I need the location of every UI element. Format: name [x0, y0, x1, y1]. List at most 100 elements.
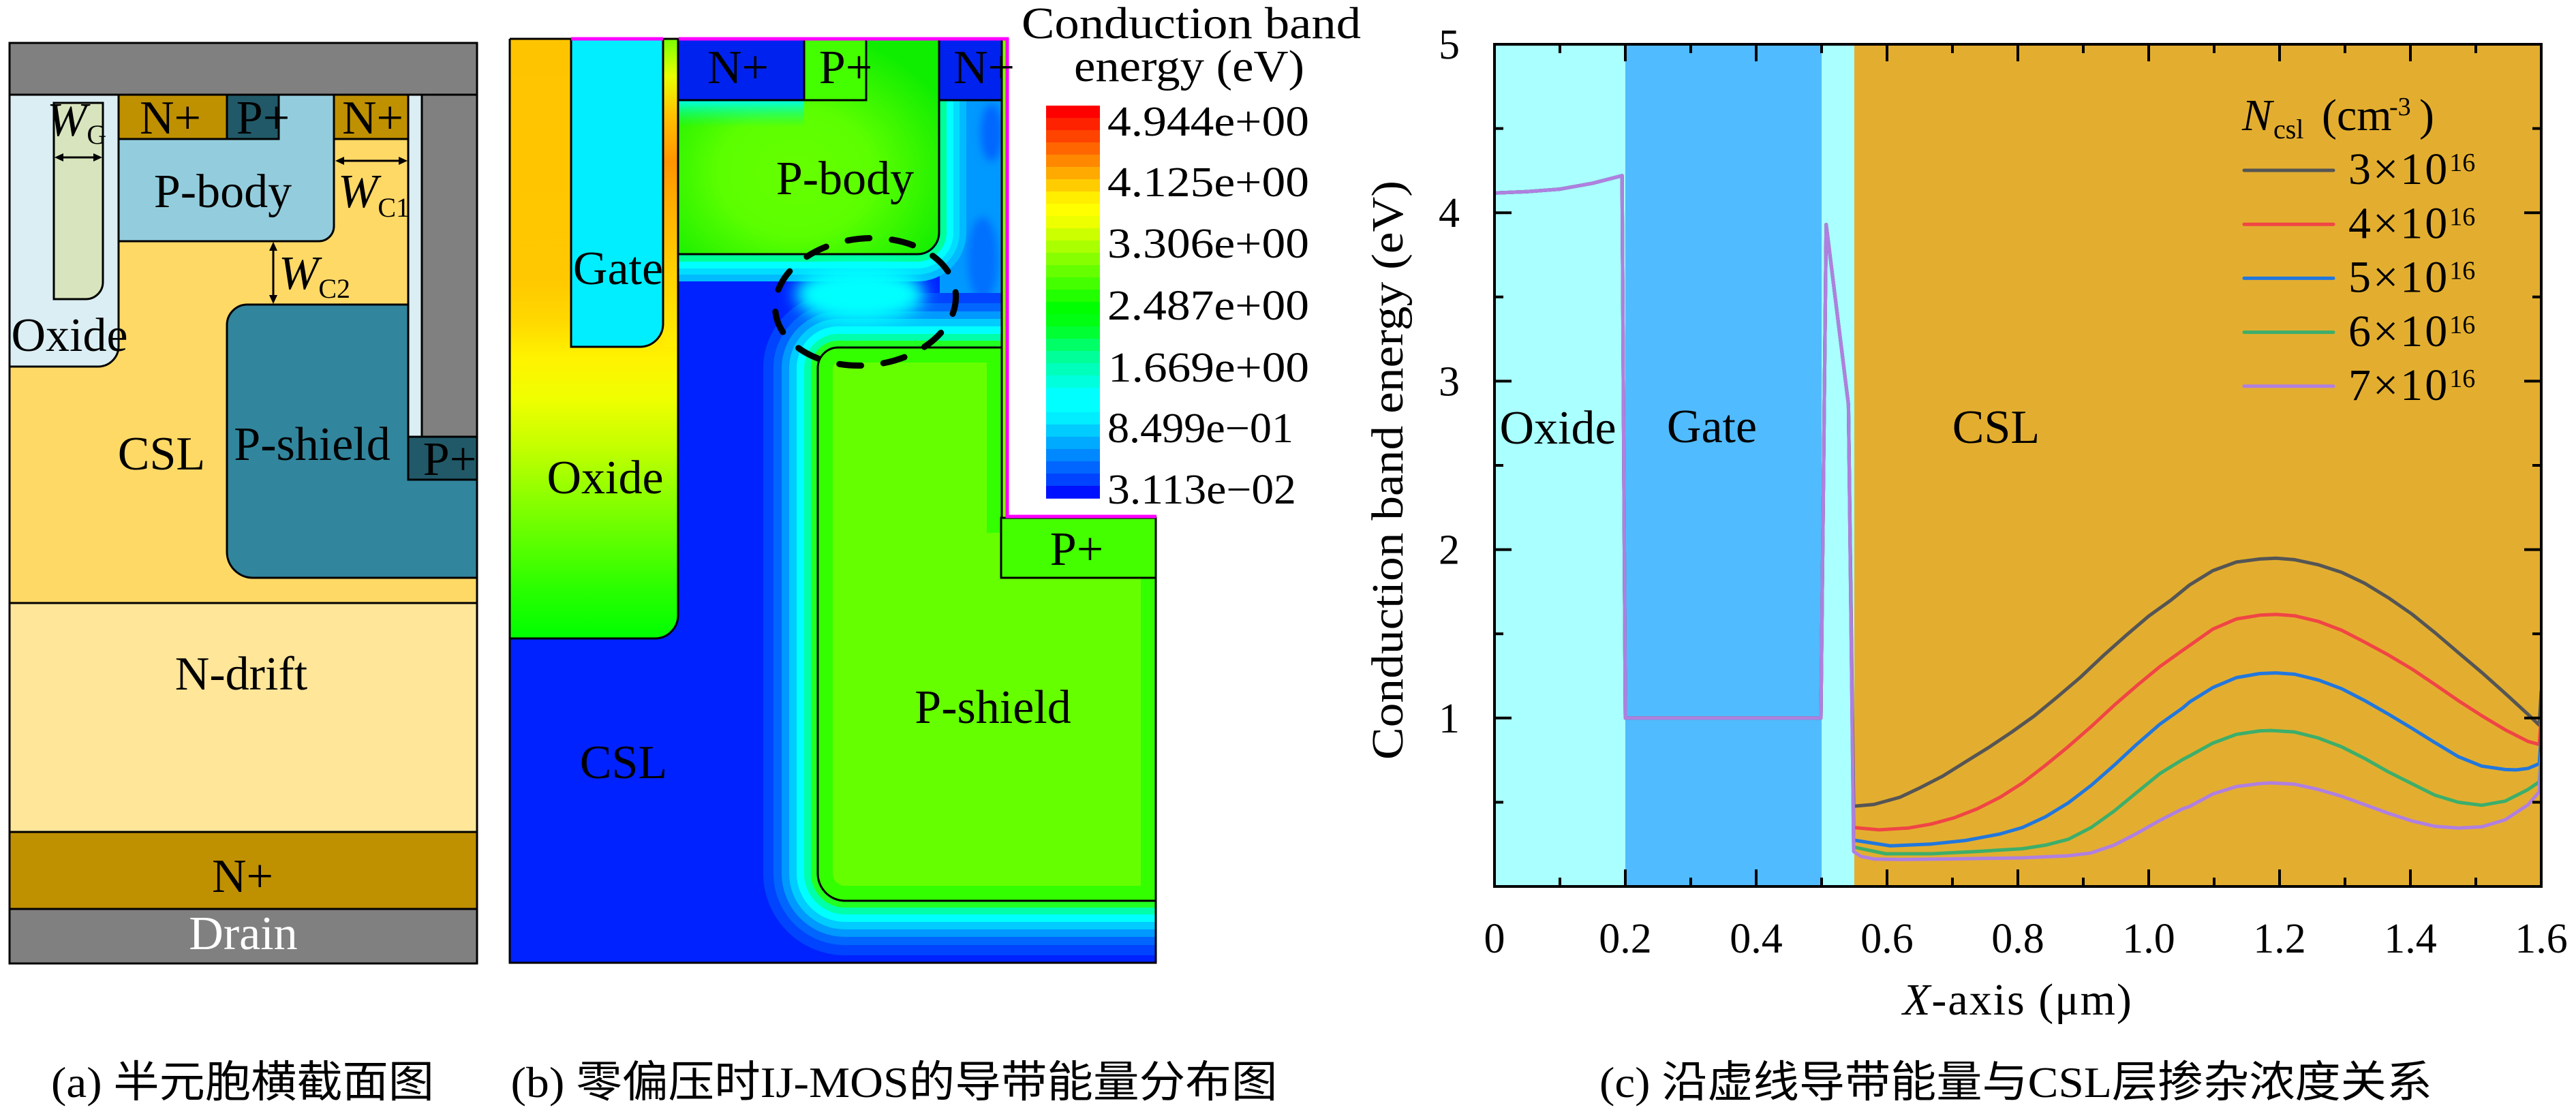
colorbar-tick-label: 3.113e−02	[1107, 467, 1296, 513]
x-tick-label: 1.4	[2384, 916, 2437, 962]
dashed-circle-annotation	[771, 234, 960, 369]
legend-label: 4×1016	[2348, 198, 2475, 248]
channel-glow	[795, 266, 925, 323]
arrowhead-icon	[93, 153, 102, 161]
label-n-plus-left: N+	[140, 92, 201, 144]
y-tick-label: 2	[1439, 527, 1460, 574]
arrowhead-icon	[269, 242, 277, 251]
legend-entry: 5×1016	[2242, 253, 2475, 303]
colorbar-band	[1046, 265, 1100, 278]
gate-outline	[570, 39, 664, 348]
legend-label-base: 6×10	[2348, 307, 2449, 356]
colorbar-band	[1046, 253, 1100, 266]
panel-c-line-chart: Oxide Gate CSL 0 0.2 0.4 0.6 0.8 1.0 1.2 1.4 1.6 1 2…	[1363, 22, 2568, 962]
colorbar-band	[1046, 302, 1100, 315]
label-n-plus-right: N+	[953, 42, 1015, 94]
legend-entry: 7×1016	[2242, 360, 2475, 410]
label-csl: CSL	[580, 737, 667, 789]
x-tick-label: 0.2	[1599, 916, 1652, 962]
legend-label-base: 4×10	[2348, 198, 2449, 248]
dimension-subscript: C1	[378, 192, 410, 223]
legend-label: 5×1016	[2348, 253, 2475, 303]
axis-ticks	[1493, 43, 2543, 886]
caption-panel-c: (c) 沿虚线导带能量与CSL层掺杂浓度关系	[1599, 1058, 2432, 1107]
colorbar-band	[1046, 277, 1100, 290]
y-tick-label: 3	[1439, 358, 1460, 405]
plot-series	[1494, 174, 2541, 861]
legend-label-exponent: 16	[2449, 202, 2475, 231]
colorbar-band	[1046, 388, 1100, 401]
arrowhead-icon	[55, 153, 63, 161]
n-plus-left-field	[679, 39, 804, 100]
plot-region-3	[1854, 44, 2541, 886]
y-tick-label: 1	[1439, 696, 1460, 742]
colorbar-band	[1046, 204, 1100, 217]
legend-label-base: 3×10	[2348, 144, 2449, 194]
region-label-csl: CSL	[1952, 401, 2040, 454]
y-tick-label: 4	[1439, 190, 1460, 236]
colorbar-band	[1046, 474, 1100, 486]
n-plus-right-region	[333, 93, 410, 140]
source-metal-top	[8, 42, 478, 96]
colorbar-band	[1046, 155, 1100, 168]
colorbar-band	[1046, 216, 1100, 229]
p-plus-right-region	[407, 435, 478, 481]
trench-oxide-liner	[407, 93, 423, 438]
arrowhead-icon	[399, 157, 408, 165]
gate-electrode	[52, 102, 104, 300]
plot-region-labels: Oxide Gate CSL	[1499, 401, 2040, 454]
label-oxide: Oxide	[11, 309, 127, 362]
caption-panel-a: (a) 半元胞横截面图	[51, 1058, 434, 1107]
legend-title-symbol: N	[2241, 91, 2275, 140]
dimension-subscript: C2	[318, 273, 350, 304]
legend-entry: 6×1016	[2242, 307, 2475, 356]
x-tick-label: 1.0	[2122, 916, 2175, 962]
colorbar-band	[1046, 167, 1100, 180]
colorbar-band	[1046, 179, 1100, 192]
colorbar-tick-label: 1.669e+00	[1108, 345, 1309, 391]
region-label-oxide: Oxide	[1499, 402, 1616, 454]
dimension-label-wc2: WC2	[279, 247, 350, 304]
colorbar-band	[1046, 437, 1100, 450]
label-p-plus-top: P+	[236, 92, 290, 144]
x-tick-label: 0	[1484, 916, 1505, 962]
legend-title-subscript: csl	[2273, 114, 2303, 144]
y-tick-label: 5	[1439, 22, 1460, 68]
colorbar-band	[1046, 326, 1100, 339]
region-outlines	[508, 37, 1157, 964]
colorbar-band	[1046, 191, 1100, 204]
legend-label-exponent: 16	[2449, 365, 2475, 393]
p-shield-region	[226, 303, 478, 579]
colorbar-title-line1: Conduction band	[1022, 0, 1361, 48]
drain-metal	[8, 908, 478, 965]
p-shield-field	[818, 348, 1156, 901]
n-drift-region	[8, 602, 478, 833]
colorbar-tick-label: 8.499e−01	[1107, 405, 1293, 452]
p-plus-bottom-field	[1001, 518, 1156, 578]
p-plus-top-outline	[804, 39, 868, 102]
wc1-dimension-arrow	[335, 157, 408, 165]
colorbar-band	[1046, 228, 1100, 241]
y-axis-title: Conduction band energy (eV)	[1363, 181, 1413, 760]
p-shield-outline	[816, 346, 1157, 902]
field-pocket	[968, 217, 998, 301]
trench-liner-field	[1002, 39, 1007, 518]
label-p-plus-right: P+	[1050, 523, 1103, 576]
colorbar-band	[1046, 314, 1100, 327]
colorbar-tick-label: 3.306e+00	[1107, 221, 1309, 267]
legend-entry: 3×1016	[2242, 144, 2475, 194]
dimension-symbol: W	[47, 94, 91, 146]
label-p-shield: P-shield	[915, 681, 1071, 734]
junction-band	[679, 100, 804, 127]
colorbar-band	[1046, 412, 1100, 425]
label-n-plus-left: N+	[707, 42, 769, 94]
x-tick-label: 0.4	[1730, 916, 1783, 962]
x-tick-label: 0.6	[1860, 916, 1914, 962]
source-metal-side	[420, 93, 478, 438]
colorbar-scale	[1046, 106, 1100, 499]
colorbar: Conduction band energy (eV) 4.944e+00 4.…	[1022, 0, 1361, 513]
legend-title-unit-close: )	[2419, 91, 2434, 140]
